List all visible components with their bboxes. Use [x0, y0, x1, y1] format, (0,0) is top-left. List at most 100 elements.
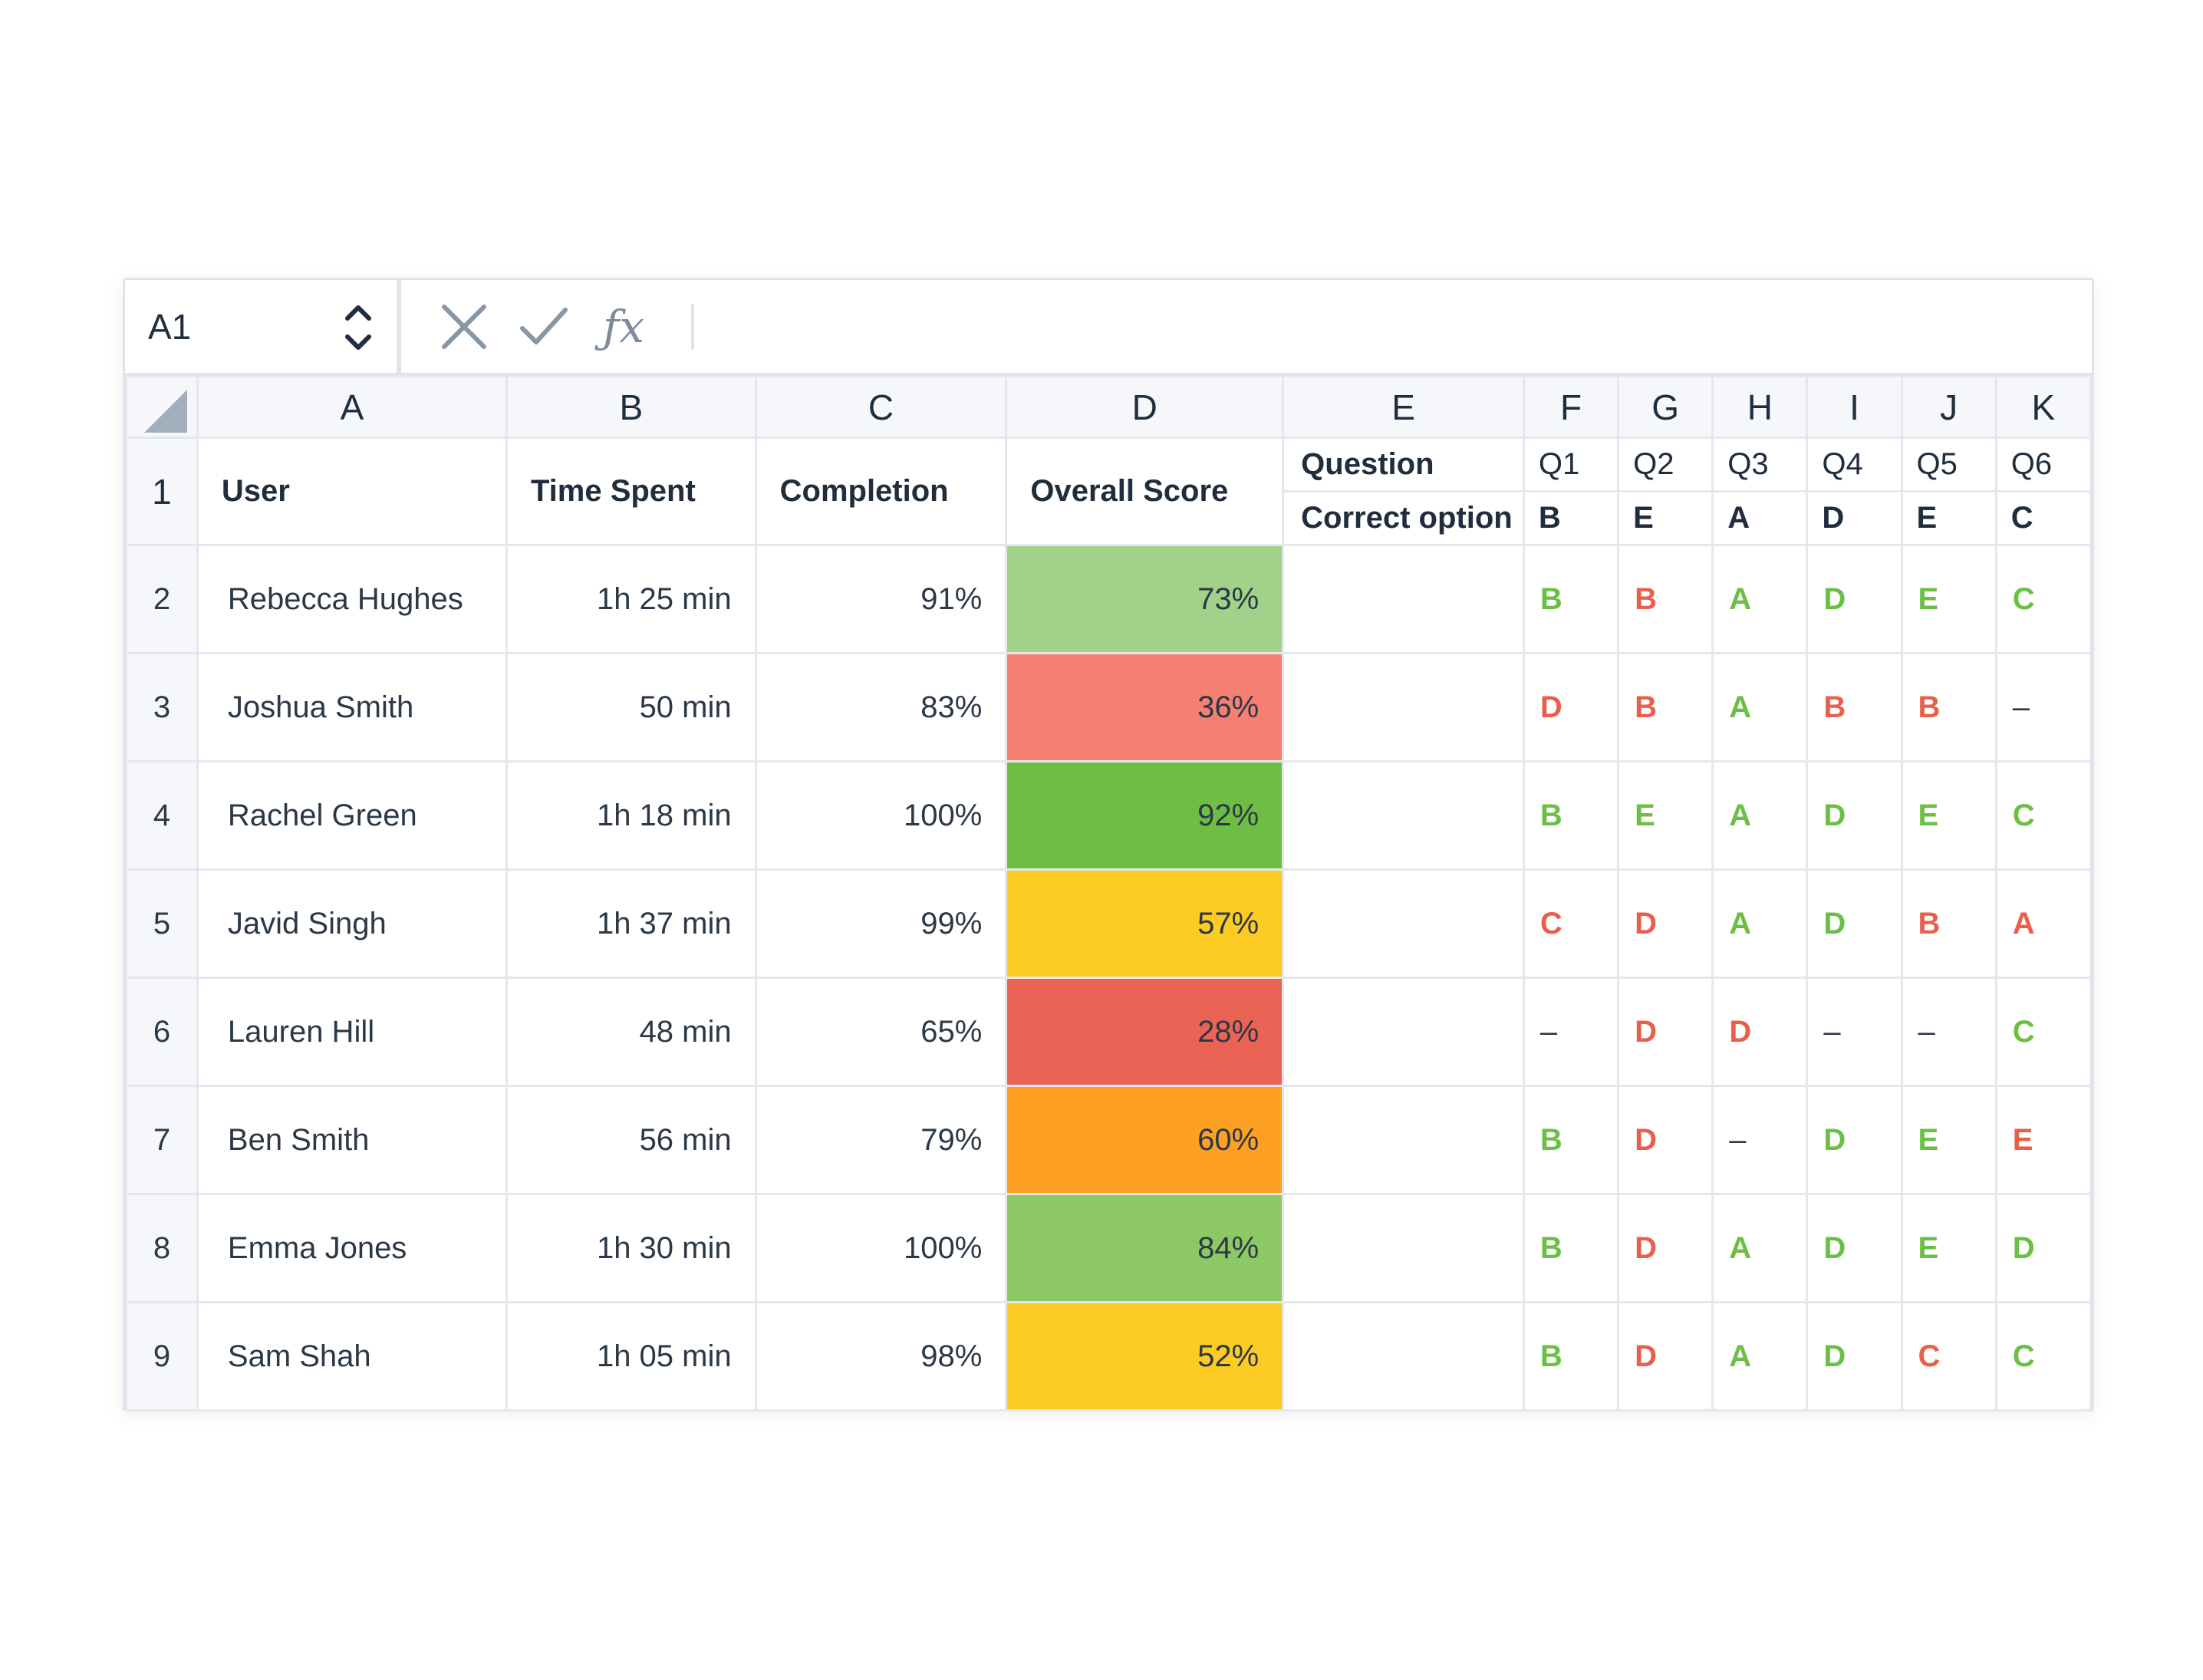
cell-correct-option-q6[interactable]: C — [1994, 490, 2093, 546]
cell-answer-q2[interactable]: D — [1617, 977, 1714, 1087]
cell-answer-q5[interactable]: B — [1900, 868, 1997, 979]
cell-answer-q2[interactable]: D — [1617, 1301, 1714, 1412]
cell-completion[interactable]: 91% — [754, 544, 1008, 654]
cell-answer-q6[interactable]: C — [1994, 977, 2093, 1087]
cell-time-spent[interactable]: 1h 30 min — [505, 1193, 757, 1303]
cell-completion[interactable]: 100% — [754, 760, 1008, 871]
column-header-G[interactable]: G — [1617, 375, 1714, 439]
cell-completion-header[interactable]: Completion — [754, 436, 1008, 546]
cell-answer-q1[interactable]: B — [1522, 544, 1620, 654]
row-header[interactable]: 2 — [125, 544, 199, 654]
cell-time-spent[interactable]: 1h 25 min — [505, 544, 757, 654]
column-header-H[interactable]: H — [1711, 375, 1809, 439]
cell-empty[interactable] — [1282, 544, 1525, 654]
confirm-button[interactable] — [516, 299, 571, 354]
cell-answer-q4[interactable]: – — [1806, 977, 1903, 1087]
cell-answer-q4[interactable]: D — [1806, 868, 1903, 979]
cell-overall-score[interactable]: 84% — [1005, 1193, 1285, 1303]
cell-answer-q4[interactable]: B — [1806, 652, 1903, 763]
column-header-K[interactable]: K — [1994, 375, 2093, 439]
cell-answer-q4[interactable]: D — [1806, 544, 1903, 654]
cell-answer-q6[interactable]: E — [1994, 1085, 2093, 1195]
cell-answer-q3[interactable]: A — [1711, 760, 1809, 871]
cell-answer-q5[interactable]: C — [1900, 1301, 1997, 1412]
cell-answer-q6[interactable]: D — [1994, 1193, 2093, 1303]
cell-answer-q1[interactable]: B — [1522, 1085, 1620, 1195]
column-header-B[interactable]: B — [505, 375, 757, 439]
cell-time-spent[interactable]: 1h 05 min — [505, 1301, 757, 1412]
cell-answer-q6[interactable]: C — [1994, 760, 2093, 871]
cell-answer-q4[interactable]: D — [1806, 1301, 1903, 1412]
column-header-J[interactable]: J — [1900, 375, 1997, 439]
cell-completion[interactable]: 100% — [754, 1193, 1008, 1303]
cancel-button[interactable] — [436, 299, 492, 354]
cell-correct-option-q5[interactable]: E — [1900, 490, 1997, 546]
cell-answer-q3[interactable]: A — [1711, 868, 1809, 979]
select-all-corner[interactable] — [125, 375, 199, 439]
cell-empty[interactable] — [1282, 868, 1525, 979]
cell-answer-q5[interactable]: B — [1900, 652, 1997, 763]
column-header-C[interactable]: C — [754, 375, 1008, 439]
cell-answer-q2[interactable]: D — [1617, 1085, 1714, 1195]
cell-answer-q4[interactable]: D — [1806, 1085, 1903, 1195]
cell-answer-q3[interactable]: A — [1711, 544, 1809, 654]
row-header[interactable]: 9 — [125, 1301, 199, 1412]
cell-answer-q6[interactable]: C — [1994, 1301, 2093, 1412]
column-header-E[interactable]: E — [1282, 375, 1525, 439]
cell-answer-q6[interactable]: – — [1994, 652, 2093, 763]
cell-answer-q5[interactable]: E — [1900, 760, 1997, 871]
cell-user[interactable]: Ben Smith — [196, 1085, 508, 1195]
cell-empty[interactable] — [1282, 760, 1525, 871]
cell-answer-q3[interactable]: – — [1711, 1085, 1809, 1195]
column-header-F[interactable]: F — [1522, 375, 1620, 439]
cell-user[interactable]: Joshua Smith — [196, 652, 508, 763]
cell-completion[interactable]: 98% — [754, 1301, 1008, 1412]
cell-overall-score[interactable]: 52% — [1005, 1301, 1285, 1412]
cell-overall-score-header[interactable]: Overall Score — [1005, 436, 1285, 546]
cell-answer-q3[interactable]: D — [1711, 977, 1809, 1087]
cell-overall-score[interactable]: 36% — [1005, 652, 1285, 763]
cell-question-q2[interactable]: Q2 — [1617, 436, 1714, 492]
row-header[interactable]: 7 — [125, 1085, 199, 1195]
cell-answer-q1[interactable]: B — [1522, 1193, 1620, 1303]
cell-question-q4[interactable]: Q4 — [1806, 436, 1903, 492]
cell-correct-option-q4[interactable]: D — [1806, 490, 1903, 546]
cell-overall-score[interactable]: 28% — [1005, 977, 1285, 1087]
cell-overall-score[interactable]: 92% — [1005, 760, 1285, 871]
cell-answer-q5[interactable]: E — [1900, 1085, 1997, 1195]
cell-answer-q2[interactable]: B — [1617, 652, 1714, 763]
cell-answer-q5[interactable]: E — [1900, 544, 1997, 654]
cell-user[interactable]: Rebecca Hughes — [196, 544, 508, 654]
cell-overall-score[interactable]: 73% — [1005, 544, 1285, 654]
cell-answer-q3[interactable]: A — [1711, 1193, 1809, 1303]
cell-completion[interactable]: 99% — [754, 868, 1008, 979]
row-header[interactable]: 5 — [125, 868, 199, 979]
cell-question-q5[interactable]: Q5 — [1900, 436, 1997, 492]
cell-empty[interactable] — [1282, 977, 1525, 1087]
cell-time-spent[interactable]: 48 min — [505, 977, 757, 1087]
cell-answer-q3[interactable]: A — [1711, 1301, 1809, 1412]
cell-user[interactable]: Rachel Green — [196, 760, 508, 871]
cell-correct-option-q2[interactable]: E — [1617, 490, 1714, 546]
cell-user[interactable]: Sam Shah — [196, 1301, 508, 1412]
cell-answer-q3[interactable]: A — [1711, 652, 1809, 763]
cell-answer-q2[interactable]: D — [1617, 868, 1714, 979]
cell-correct-option-q3[interactable]: A — [1711, 490, 1809, 546]
cell-user-header[interactable]: User — [196, 436, 508, 546]
cell-answer-q1[interactable]: D — [1522, 652, 1620, 763]
cell-answer-q2[interactable]: B — [1617, 544, 1714, 654]
cell-empty[interactable] — [1282, 1193, 1525, 1303]
formula-input[interactable] — [694, 280, 2092, 373]
row-header[interactable]: 3 — [125, 652, 199, 763]
row-header[interactable]: 6 — [125, 977, 199, 1087]
column-header-A[interactable]: A — [196, 375, 508, 439]
cell-empty[interactable] — [1282, 652, 1525, 763]
cell-question-label[interactable]: Question — [1282, 436, 1525, 492]
cell-question-q3[interactable]: Q3 — [1711, 436, 1809, 492]
row-header[interactable]: 4 — [125, 760, 199, 871]
cell-correct-option-label[interactable]: Correct option — [1282, 490, 1525, 546]
cell-time-spent[interactable]: 1h 37 min — [505, 868, 757, 979]
cell-answer-q6[interactable]: C — [1994, 544, 2093, 654]
cell-question-q1[interactable]: Q1 — [1522, 436, 1620, 492]
cell-answer-q4[interactable]: D — [1806, 1193, 1903, 1303]
